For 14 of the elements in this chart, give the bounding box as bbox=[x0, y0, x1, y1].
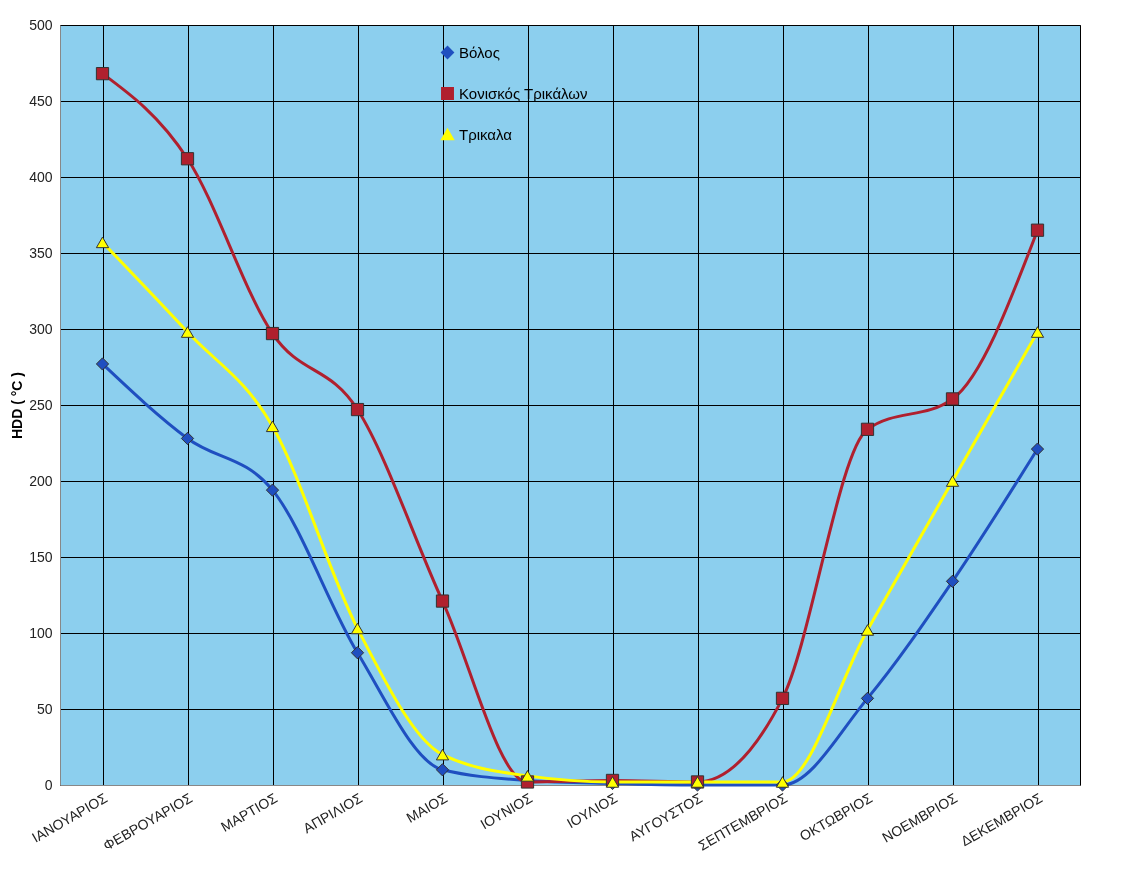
y-tick-label: 350 bbox=[29, 244, 53, 261]
y-tick-label: 500 bbox=[29, 16, 53, 33]
y-tick-label: 0 bbox=[44, 776, 53, 793]
y-tick-label: 300 bbox=[29, 320, 53, 337]
y-axis-title: HDD ( °C ) bbox=[9, 371, 26, 440]
y-tick-label: 50 bbox=[36, 700, 53, 717]
y-tick-label: 150 bbox=[29, 548, 53, 565]
legend-label: Βόλος bbox=[459, 43, 500, 61]
y-tick-label: 200 bbox=[29, 472, 53, 489]
y-tick-label: 250 bbox=[29, 396, 53, 413]
y-tick-label: 100 bbox=[29, 624, 53, 641]
y-tick-label: 400 bbox=[29, 168, 53, 185]
y-tick-label: 450 bbox=[29, 92, 53, 109]
legend-label: Τρικαλα bbox=[459, 125, 513, 143]
